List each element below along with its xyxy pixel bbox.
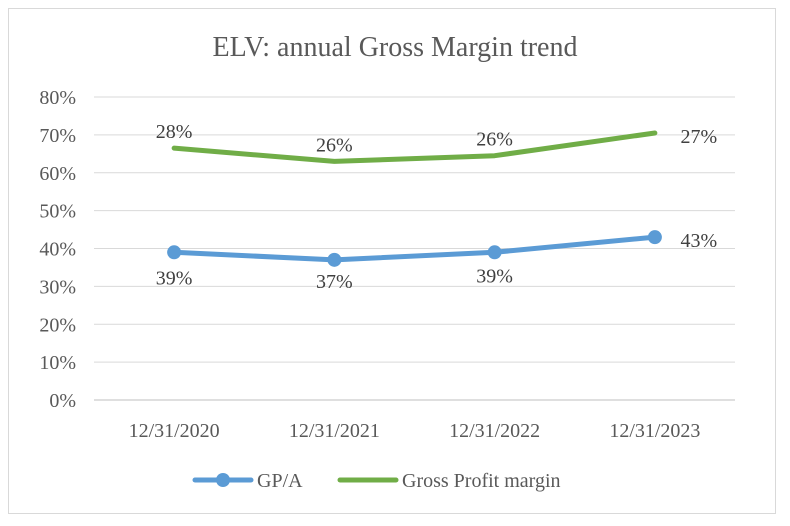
y-axis-ticks: 0% 10% 20% 30% 40% 50% 60% 70% 80% bbox=[39, 87, 76, 412]
data-label: 39% bbox=[476, 265, 513, 287]
y-tick-label: 60% bbox=[39, 163, 76, 185]
data-point bbox=[487, 245, 502, 260]
y-tick-label: 10% bbox=[39, 352, 76, 374]
x-tick-label: 12/31/2021 bbox=[289, 420, 380, 442]
series-markers bbox=[167, 230, 662, 267]
x-tick-label: 12/31/2022 bbox=[449, 420, 540, 442]
y-tick-label: 20% bbox=[39, 314, 76, 336]
x-tick-label: 12/31/2020 bbox=[129, 420, 220, 442]
data-label: 37% bbox=[316, 271, 353, 293]
legend-label: GP/A bbox=[257, 470, 303, 492]
data-labels: 39% 37% 39% 43% 28% 26% 26% 27% bbox=[156, 121, 717, 293]
series-line-2 bbox=[171, 130, 658, 164]
legend: GP/A Gross Profit margin bbox=[192, 470, 561, 492]
y-tick-label: 70% bbox=[39, 125, 76, 147]
data-label: 26% bbox=[316, 134, 353, 156]
gridlines bbox=[94, 96, 735, 401]
data-label: 39% bbox=[156, 267, 193, 289]
legend-label: Gross Profit margin bbox=[402, 470, 561, 492]
chart-title: ELV: annual Gross Margin trend bbox=[213, 32, 578, 63]
data-point bbox=[647, 230, 662, 245]
x-tick-label: 12/31/2023 bbox=[609, 420, 700, 442]
data-point bbox=[167, 245, 182, 260]
x-axis-ticks: 12/31/2020 12/31/2021 12/31/2022 12/31/2023 bbox=[129, 420, 701, 442]
legend-marker bbox=[216, 473, 230, 487]
y-tick-label: 50% bbox=[39, 201, 76, 223]
y-tick-label: 40% bbox=[39, 239, 76, 261]
data-label: 43% bbox=[681, 230, 718, 252]
y-tick-label: 30% bbox=[39, 276, 76, 298]
chart-frame bbox=[8, 8, 776, 514]
y-tick-label: 80% bbox=[39, 87, 76, 109]
series-lines bbox=[171, 130, 658, 263]
series-line-1 bbox=[171, 234, 658, 263]
data-label: 26% bbox=[476, 129, 513, 151]
y-tick-label: 0% bbox=[49, 390, 76, 412]
data-label: 28% bbox=[156, 121, 193, 143]
data-point bbox=[327, 252, 342, 267]
data-label: 27% bbox=[681, 126, 718, 148]
